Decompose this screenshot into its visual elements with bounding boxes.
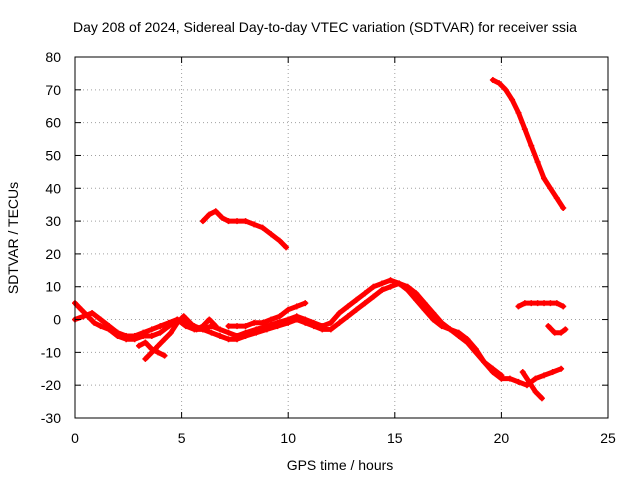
grid-lines [75,57,608,418]
series-trace-f [489,76,567,211]
x-tick-label: 20 [494,430,510,446]
y-tick-label: 40 [45,180,61,196]
series-trace-c [142,313,219,362]
y-tick-label: 60 [45,115,61,131]
x-tick-label: 15 [387,430,403,446]
y-tick-label: 10 [45,279,61,295]
x-tick-label: 25 [600,430,616,446]
y-axis-title: SDTVAR / TECUs [5,182,21,294]
series-line [490,77,566,211]
y-tick-label: 20 [45,246,61,262]
series-line [142,313,219,362]
y-tick-label: 50 [45,147,61,163]
y-tick-label: -30 [41,410,61,426]
x-tick-label: 5 [178,430,186,446]
y-tick-label: -20 [41,377,61,393]
y-tick-label: 80 [45,49,61,65]
series-trace-g [515,300,567,310]
x-tick-label: 0 [71,430,79,446]
y-tick-label: -10 [41,344,61,360]
series-trace-b [72,280,505,379]
series-line [520,369,545,401]
series-trace-i [135,339,168,359]
data-traces [72,76,569,402]
y-tick-label: 0 [53,312,61,328]
series-line [226,300,308,329]
chart-title: Day 208 of 2024, Sidereal Day-to-day VTE… [73,19,577,35]
x-tick-label: 10 [280,430,296,446]
series-trace-e [199,208,290,251]
series-trace-d [225,300,309,330]
plot-frame [74,56,609,419]
tick-labels: 0 5 10 15 20 25 -30 -20 -10 0 10 20 30 40 50 60 70 80 [41,49,616,446]
series-trace-h [545,323,569,336]
y-tick-label: 70 [45,82,61,98]
x-axis-title: GPS time / hours [287,457,394,473]
axis-ticks [74,56,609,419]
series-trace-j [519,369,545,402]
series-line [545,323,568,336]
y-tick-label: 30 [45,213,61,229]
